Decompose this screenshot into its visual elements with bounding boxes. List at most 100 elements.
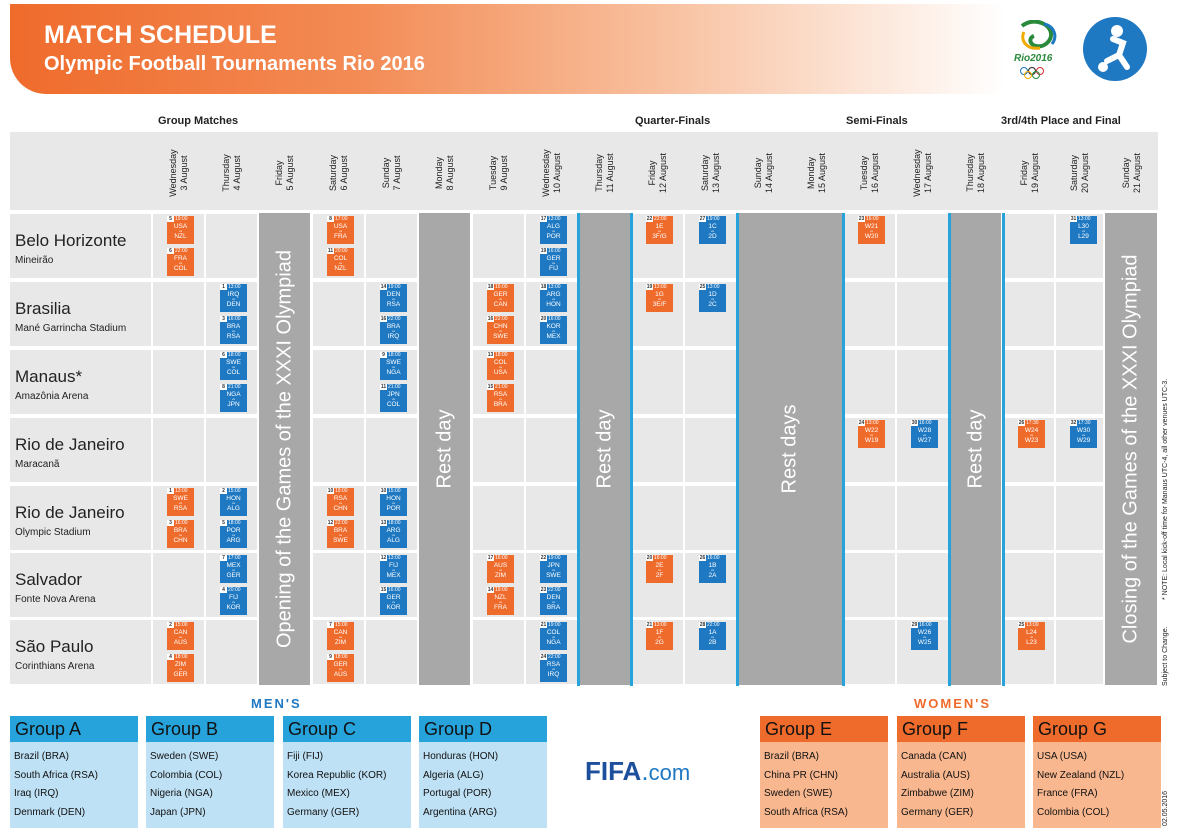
match-box: 11 20:00 COL vs NZL xyxy=(327,248,354,276)
team-a: W21 xyxy=(864,223,879,230)
venue-cell: São Paulo Corinthians Arena xyxy=(10,620,151,684)
team-a: NGA xyxy=(226,391,241,398)
team-a: COL xyxy=(333,255,348,262)
match-box: 30 16:00 W28 vs W27 xyxy=(911,420,938,448)
team-b: COL xyxy=(386,401,401,408)
team-a: SWE xyxy=(226,359,241,366)
match-number: 2 xyxy=(167,622,174,628)
match-number: 21 xyxy=(646,622,653,628)
schedule-cell xyxy=(206,214,257,278)
match-number: 19 xyxy=(646,284,653,290)
match-number: 16 xyxy=(380,316,387,322)
match-box: 27 19:00 1C vs 2D xyxy=(699,216,726,244)
match-time: 17:30 xyxy=(1026,420,1039,426)
schedule-cell xyxy=(632,350,683,414)
match-box: 25 13:00 L24 vs L23 xyxy=(1018,622,1045,650)
fifa-logo-text: FIFA xyxy=(585,756,642,786)
match-time: 19:00 xyxy=(495,587,508,593)
team-b: ZIM xyxy=(334,639,347,646)
vs-text: vs xyxy=(1030,635,1033,639)
day-date: 12 August xyxy=(658,152,668,194)
group-team: USA (USA) xyxy=(1037,751,1088,762)
match-box: 22 22:00 1E vs 3F/G xyxy=(646,216,673,244)
vs-text: vs xyxy=(392,365,395,369)
team-b: 2G xyxy=(655,639,664,646)
team-b: W20 xyxy=(864,233,879,240)
schedule-cell xyxy=(1004,214,1054,278)
venue-city: Salvador xyxy=(15,570,83,589)
schedule-cell xyxy=(366,418,417,482)
match-box: 12 13:00 FIJ vs MEX xyxy=(380,555,407,583)
match-time: 22:00 xyxy=(548,587,561,593)
day-header: Monday 8 August xyxy=(419,140,471,206)
team-b: DEN xyxy=(226,301,241,308)
day-header-text: Thursday 11 August xyxy=(594,153,616,192)
day-header-text: Saturday 13 August xyxy=(700,153,722,193)
vs-text: vs xyxy=(339,261,342,265)
phase-semi-finals: Semi-Finals xyxy=(846,115,908,127)
phase-divider xyxy=(736,213,739,686)
group-team: Algeria (ALG) xyxy=(423,769,484,781)
group-team: Germany (GER) xyxy=(287,806,360,818)
match-time: 16:00 xyxy=(228,316,241,322)
band-rest-day: Rest day xyxy=(579,213,630,685)
match-box: 7 17:00 MEX vs GER xyxy=(220,555,247,583)
match-number: 17 xyxy=(540,216,547,222)
group-team: Japan (JPN) xyxy=(150,806,206,818)
day-header: Tuesday 9 August xyxy=(473,140,525,206)
schedule-cell xyxy=(206,418,257,482)
team-b: IRQ xyxy=(547,671,560,678)
day-header: Friday 12 August xyxy=(632,140,684,206)
match-number: 22 xyxy=(540,555,547,561)
group-title: Group B xyxy=(146,716,274,742)
team-b: L23 xyxy=(1026,639,1037,646)
vs-text: vs xyxy=(552,667,555,671)
match-box: 23 16:00 W21 vs W20 xyxy=(858,216,885,244)
band-text: Rest days xyxy=(778,404,801,494)
schedule-cell xyxy=(1004,553,1054,617)
vs-text: vs xyxy=(339,635,342,639)
team-a: FIJ xyxy=(228,594,239,601)
match-time: 22:00 xyxy=(175,248,188,254)
group-team: South Africa (RSA) xyxy=(14,769,98,781)
match-number: 4 xyxy=(220,587,227,593)
day-date: 3 August xyxy=(179,155,189,191)
vs-text: vs xyxy=(552,635,555,639)
match-box: 12 22:00 BRA vs SWE xyxy=(327,520,354,548)
group-team: Denmark (DEN) xyxy=(14,806,86,818)
schedule-cell xyxy=(366,620,417,684)
band-opening: Opening of the Games of the XXXI Olympia… xyxy=(259,213,310,685)
vs-text: vs xyxy=(552,261,555,265)
day-header-text: Tuesday 16 August xyxy=(859,153,881,193)
schedule-cell xyxy=(844,282,895,346)
match-number: 5 xyxy=(167,216,174,222)
team-a: COL xyxy=(493,359,508,366)
match-number: 13 xyxy=(380,520,387,526)
vs-text: vs xyxy=(552,568,555,572)
vs-text: vs xyxy=(232,297,235,301)
team-b: W27 xyxy=(917,437,932,444)
day-header-text: Thursday 4 August xyxy=(221,154,243,192)
team-a: FIJ xyxy=(388,562,399,569)
team-b: W29 xyxy=(1076,437,1091,444)
venue-city: Belo Horizonte xyxy=(15,231,127,250)
match-box: 29 16:00 W26 vs W25 xyxy=(911,622,938,650)
match-number: 17 xyxy=(487,555,494,561)
team-a: DEN xyxy=(386,291,401,298)
team-b: 2C xyxy=(708,301,717,308)
schedule-cell xyxy=(526,350,577,414)
team-b: NZL xyxy=(334,265,347,272)
team-b: KOR xyxy=(386,604,401,611)
match-box: 11 21:00 JPN vs COL xyxy=(380,384,407,412)
team-b: ZIM xyxy=(494,572,507,579)
match-time: 19:00 xyxy=(335,488,348,494)
match-box: 14 19:00 NZL vs FRA xyxy=(487,587,514,615)
venue-stadium: Corinthians Arena xyxy=(15,661,95,672)
match-number: 10 xyxy=(327,488,334,494)
schedule-cell xyxy=(526,418,577,482)
schedule-cell xyxy=(1004,350,1054,414)
team-b: NZL xyxy=(174,233,187,240)
day-header: Saturday 20 August xyxy=(1056,140,1104,206)
group-team: Sweden (SWE) xyxy=(764,788,833,799)
match-time: 22:00 xyxy=(495,316,508,322)
